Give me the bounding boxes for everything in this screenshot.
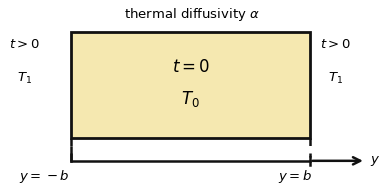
Text: $t > 0$: $t > 0$	[10, 38, 40, 51]
Text: $T_0$: $T_0$	[182, 89, 200, 109]
Bar	[71, 32, 310, 138]
Text: $T_1$: $T_1$	[17, 71, 33, 86]
Text: $t = 0$: $t = 0$	[172, 58, 210, 76]
Text: $y = b$: $y = b$	[278, 168, 312, 185]
Text: $y = -b$: $y = -b$	[19, 168, 69, 185]
Text: $T_1$: $T_1$	[327, 71, 343, 86]
Text: thermal diffusivity $\alpha$: thermal diffusivity $\alpha$	[124, 6, 259, 23]
Text: $y$: $y$	[370, 154, 380, 168]
Text: $t > 0$: $t > 0$	[320, 38, 350, 51]
